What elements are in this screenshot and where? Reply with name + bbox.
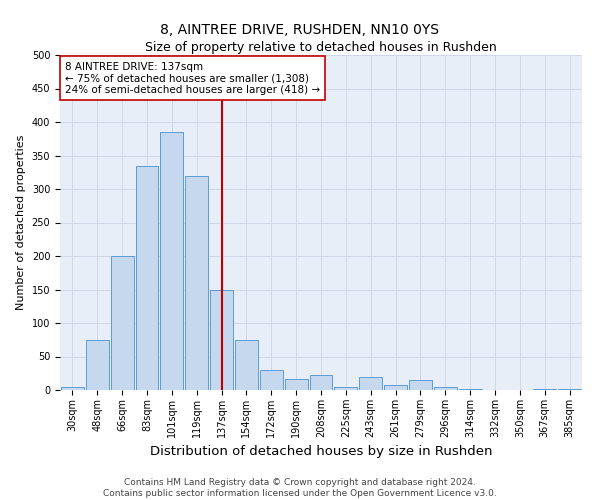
Bar (185, 176, 208, 390)
Y-axis label: Number of detached properties: Number of detached properties (16, 135, 26, 310)
Bar (459, 388, 482, 390)
Bar (136, 166, 158, 390)
Bar (384, 384, 407, 390)
Bar (285, 378, 308, 390)
Bar (310, 376, 332, 390)
Bar (61, 386, 84, 390)
Bar (533, 388, 556, 390)
Bar (160, 132, 183, 390)
Bar (334, 386, 357, 390)
Bar (210, 290, 233, 390)
X-axis label: Distribution of detached houses by size in Rushden: Distribution of detached houses by size … (150, 446, 492, 458)
Text: Contains HM Land Registry data © Crown copyright and database right 2024.
Contai: Contains HM Land Registry data © Crown c… (103, 478, 497, 498)
Bar (434, 386, 457, 390)
Bar (558, 388, 581, 390)
Bar (86, 340, 109, 390)
Bar (111, 256, 134, 390)
Text: 8 AINTREE DRIVE: 137sqm
← 75% of detached houses are smaller (1,308)
24% of semi: 8 AINTREE DRIVE: 137sqm ← 75% of detache… (65, 62, 320, 95)
Text: 8, AINTREE DRIVE, RUSHDEN, NN10 0YS: 8, AINTREE DRIVE, RUSHDEN, NN10 0YS (161, 22, 439, 36)
Bar (359, 376, 382, 390)
Bar (260, 370, 283, 390)
Title: Size of property relative to detached houses in Rushden: Size of property relative to detached ho… (145, 41, 497, 54)
Bar (235, 340, 258, 390)
Bar (409, 380, 432, 390)
